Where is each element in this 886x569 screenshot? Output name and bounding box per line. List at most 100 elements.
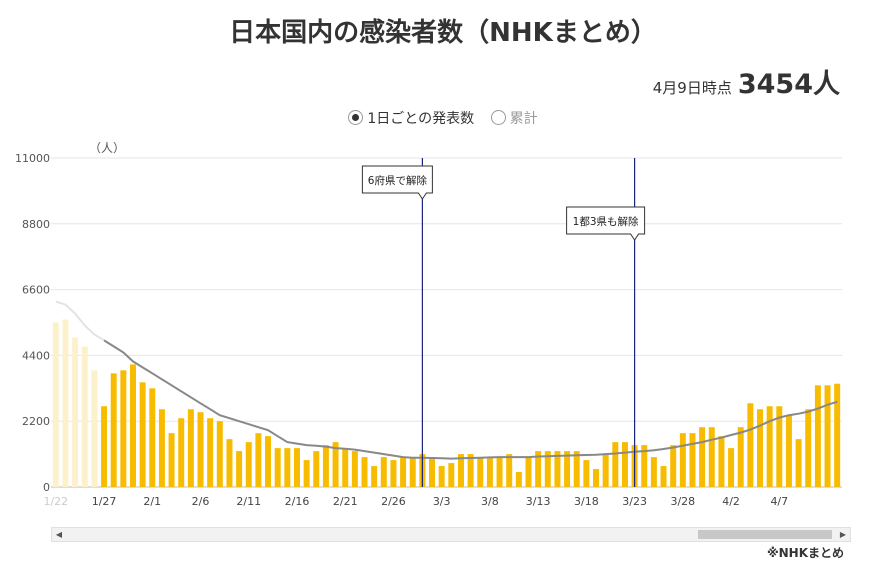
daily-bar bbox=[641, 445, 648, 487]
daily-bar bbox=[139, 382, 146, 487]
daily-bar bbox=[621, 442, 628, 487]
daily-bar bbox=[544, 451, 551, 487]
daily-bar bbox=[158, 409, 165, 487]
daily-bar bbox=[728, 448, 735, 487]
daily-bar bbox=[583, 460, 590, 487]
daily-bar bbox=[805, 409, 812, 487]
daily-bar bbox=[226, 439, 233, 487]
x-tick-label: 4/7 bbox=[770, 495, 788, 508]
y-tick-label: 4400 bbox=[22, 349, 50, 362]
daily-bar bbox=[457, 454, 464, 487]
daily-bar bbox=[322, 445, 329, 487]
latest-count: 3454人 bbox=[737, 69, 840, 100]
daily-bar bbox=[168, 433, 175, 487]
daily-bar bbox=[81, 346, 88, 487]
cumulative-radio-icon[interactable] bbox=[490, 110, 506, 125]
daily-bar bbox=[535, 451, 542, 487]
daily-bar bbox=[612, 442, 619, 487]
y-tick-label: 0 bbox=[43, 481, 50, 494]
event-callout bbox=[361, 165, 433, 200]
daily-bar bbox=[650, 457, 657, 487]
daily-bar bbox=[602, 454, 609, 487]
y-axis-unit-label: （人） bbox=[89, 141, 125, 155]
x-tick-label: 2/26 bbox=[381, 495, 406, 508]
daily-bar bbox=[72, 337, 79, 487]
daily-bar bbox=[708, 427, 715, 487]
daily-bar bbox=[332, 442, 339, 487]
daily-bar bbox=[120, 370, 127, 487]
scroll-left-icon[interactable]: ◀ bbox=[55, 530, 63, 539]
as-of-date: 4月9日時点 bbox=[652, 79, 732, 97]
daily-bar bbox=[689, 433, 696, 487]
avg-line-faded bbox=[55, 300, 105, 342]
daily-bar bbox=[506, 454, 513, 487]
daily-bar bbox=[776, 406, 783, 487]
daily-bar bbox=[303, 460, 310, 487]
daily-option-label: 1日ごとの発表数 bbox=[367, 111, 475, 127]
daily-bar bbox=[400, 457, 407, 487]
daily-bar bbox=[679, 433, 686, 487]
as-of-summary: 4月9日時点 3454人 bbox=[653, 62, 840, 101]
x-tick-label: 2/1 bbox=[143, 495, 161, 508]
daily-bar bbox=[438, 466, 445, 487]
daily-bar bbox=[313, 451, 320, 487]
daily-bar bbox=[814, 385, 821, 487]
daily-bar bbox=[52, 322, 59, 487]
scroll-right-icon[interactable]: ▶ bbox=[839, 530, 847, 539]
daily-bar bbox=[795, 439, 802, 487]
y-tick-label: 11000 bbox=[15, 152, 50, 165]
view-toggle: 1日ごとの発表数 累計 bbox=[0, 108, 886, 128]
daily-bar bbox=[525, 457, 532, 487]
x-tick-label: 2/16 bbox=[285, 495, 310, 508]
y-tick-label: 8800 bbox=[22, 218, 50, 231]
daily-bar bbox=[236, 451, 243, 487]
event-label: 6府県で解除 bbox=[368, 174, 428, 187]
daily-bar bbox=[371, 466, 378, 487]
daily-bar bbox=[265, 436, 272, 487]
cumulative-option-label: 累計 bbox=[509, 111, 538, 127]
scroll-thumb[interactable] bbox=[698, 530, 832, 539]
daily-bar bbox=[101, 406, 108, 487]
source-note: ※NHKまとめ bbox=[766, 546, 844, 560]
daily-bar bbox=[342, 448, 349, 487]
cumulative-option[interactable]: 累計 bbox=[490, 108, 538, 128]
daily-bar bbox=[757, 409, 763, 487]
cases-chart: 0 2200 4400 6600 8800 11000 （人） 1/22 1/27 2/1 2/6 2… bbox=[15, 141, 842, 508]
daily-bar bbox=[766, 406, 773, 487]
x-tick-label: 4/2 bbox=[722, 495, 740, 508]
daily-bar bbox=[747, 403, 754, 487]
daily-option[interactable]: 1日ごとの発表数 bbox=[348, 108, 474, 128]
daily-bar bbox=[737, 427, 744, 487]
avg-line bbox=[103, 339, 838, 460]
daily-bar bbox=[834, 383, 841, 487]
daily-bar bbox=[496, 457, 503, 487]
daily-bar bbox=[515, 472, 522, 487]
daily-bar bbox=[573, 451, 580, 487]
daily-bar bbox=[361, 457, 368, 487]
daily-radio-icon[interactable] bbox=[348, 110, 364, 125]
daily-bar bbox=[390, 460, 397, 487]
x-tick-label: 3/18 bbox=[574, 495, 599, 508]
daily-bar bbox=[207, 418, 214, 487]
daily-bar bbox=[62, 319, 69, 487]
x-tick-label: 3/8 bbox=[481, 495, 499, 508]
daily-bar bbox=[554, 451, 561, 487]
daily-bar bbox=[130, 364, 136, 487]
daily-bar bbox=[718, 436, 725, 487]
daily-bar bbox=[197, 412, 204, 487]
x-tick-label: 3/28 bbox=[670, 495, 695, 508]
daily-bar bbox=[824, 385, 831, 487]
y-tick-label: 2200 bbox=[22, 415, 50, 428]
daily-bar bbox=[593, 469, 600, 487]
daily-bar bbox=[110, 373, 117, 487]
daily-bar bbox=[477, 457, 484, 487]
daily-bar bbox=[429, 457, 436, 487]
daily-bar bbox=[187, 409, 194, 487]
daily-bar bbox=[149, 388, 156, 487]
daily-bar bbox=[564, 451, 571, 487]
daily-bar bbox=[274, 448, 281, 487]
daily-bar bbox=[785, 415, 792, 487]
chart-scrollbar[interactable]: ◀ ▶ bbox=[51, 527, 851, 542]
daily-bar bbox=[670, 445, 677, 487]
x-tick-label: 1/22 bbox=[43, 495, 68, 508]
